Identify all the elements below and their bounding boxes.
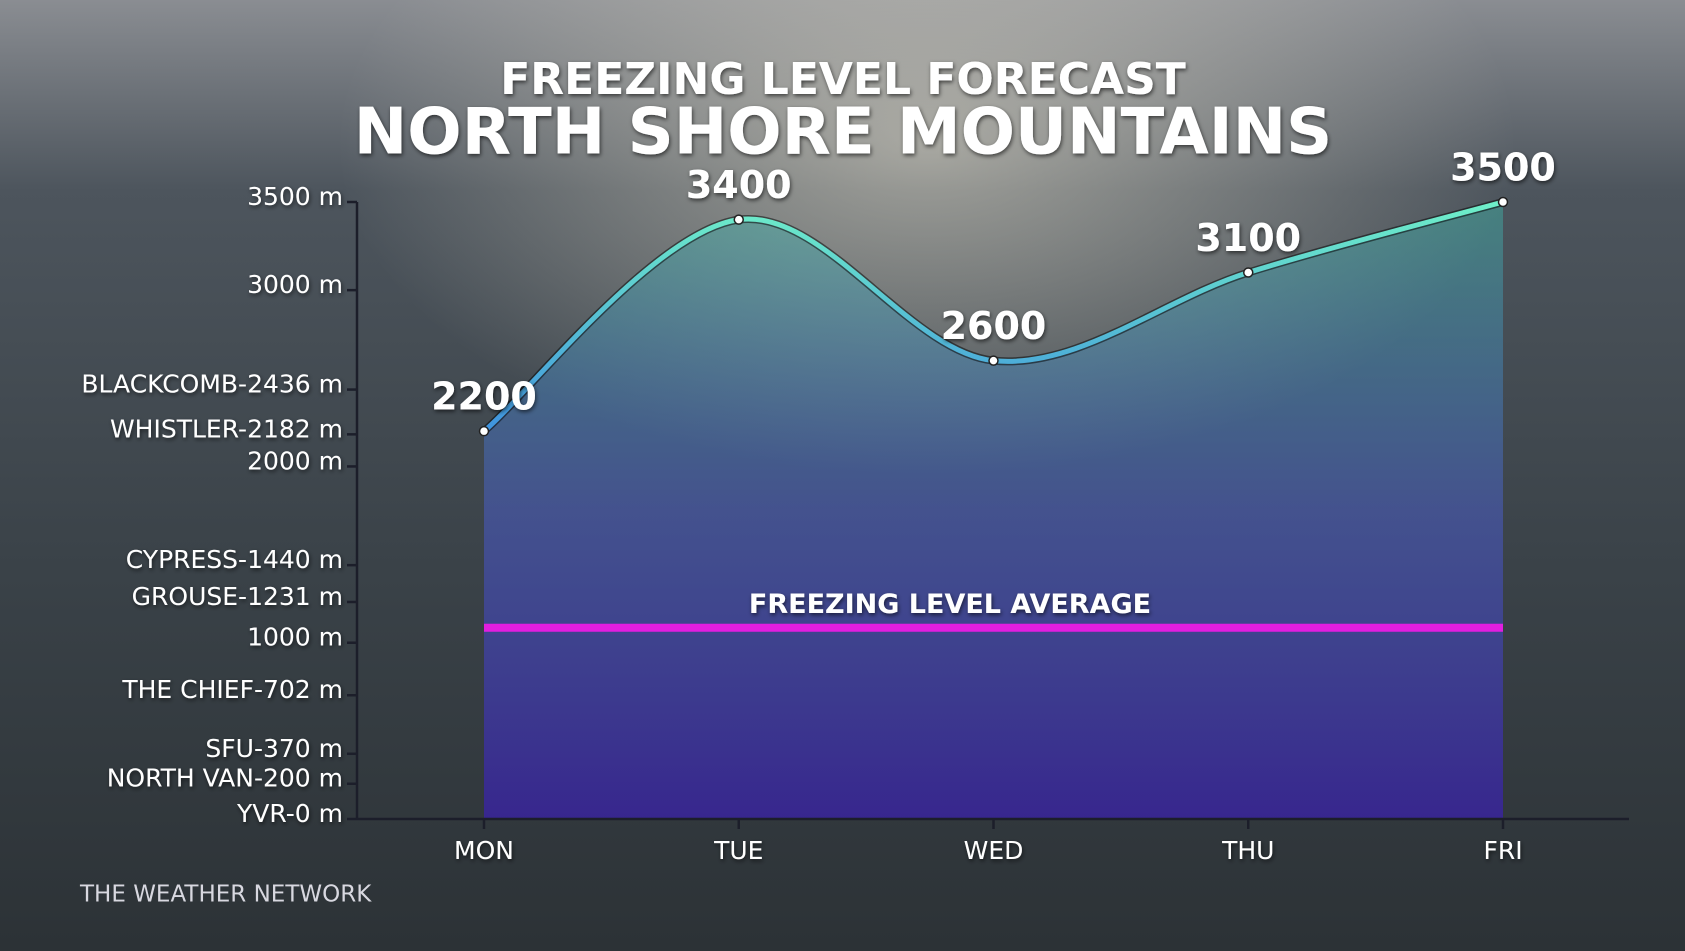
value-label: 2200 (431, 375, 537, 419)
value-label: 2600 (941, 304, 1047, 348)
y-tick-label: SFU-370 m (205, 734, 343, 763)
area-fill (484, 202, 1503, 819)
chart-title: FREEZING LEVEL FORECAST (500, 54, 1186, 105)
x-tick-label: WED (964, 836, 1024, 865)
chart-subtitle: NORTH SHORE MOUNTAINS (354, 96, 1333, 170)
x-tick-label: FRI (1483, 836, 1522, 865)
point (1497, 196, 1509, 208)
y-tick-label: NORTH VAN-200 m (107, 764, 343, 793)
line (482, 199, 1504, 434)
y-tick-label: 2000 m (247, 446, 343, 475)
x-tick-label: TUE (713, 836, 763, 865)
value-label: 3500 (1450, 146, 1556, 190)
value-label: 3400 (686, 163, 792, 207)
source: THE WEATHER NETWORK (79, 882, 372, 908)
y-tick-label: CYPRESS-1440 m (126, 545, 343, 574)
y-tick-label: 1000 m (247, 623, 343, 652)
value-label: 3100 (1195, 216, 1301, 260)
y-tick-label: THE CHIEF-702 m (121, 675, 343, 704)
y-tick-label: WHISTLER-2182 m (110, 414, 343, 443)
y-tick-label: GROUSE-1231 m (132, 582, 343, 611)
point (988, 355, 999, 366)
x-tick-label: THU (1221, 836, 1274, 865)
y-tick-label: YVR-0 m (236, 799, 343, 828)
point (733, 214, 744, 225)
y-tick-label: 3000 m (247, 270, 343, 299)
y-tick-label: 3500 m (247, 182, 343, 211)
point (478, 425, 490, 437)
point (1243, 267, 1254, 278)
x-tick-label: MON (454, 836, 514, 865)
average-label: FREEZING LEVEL AVERAGE (749, 589, 1151, 620)
y-tick-label: BLACKCOMB-2436 m (81, 370, 343, 399)
